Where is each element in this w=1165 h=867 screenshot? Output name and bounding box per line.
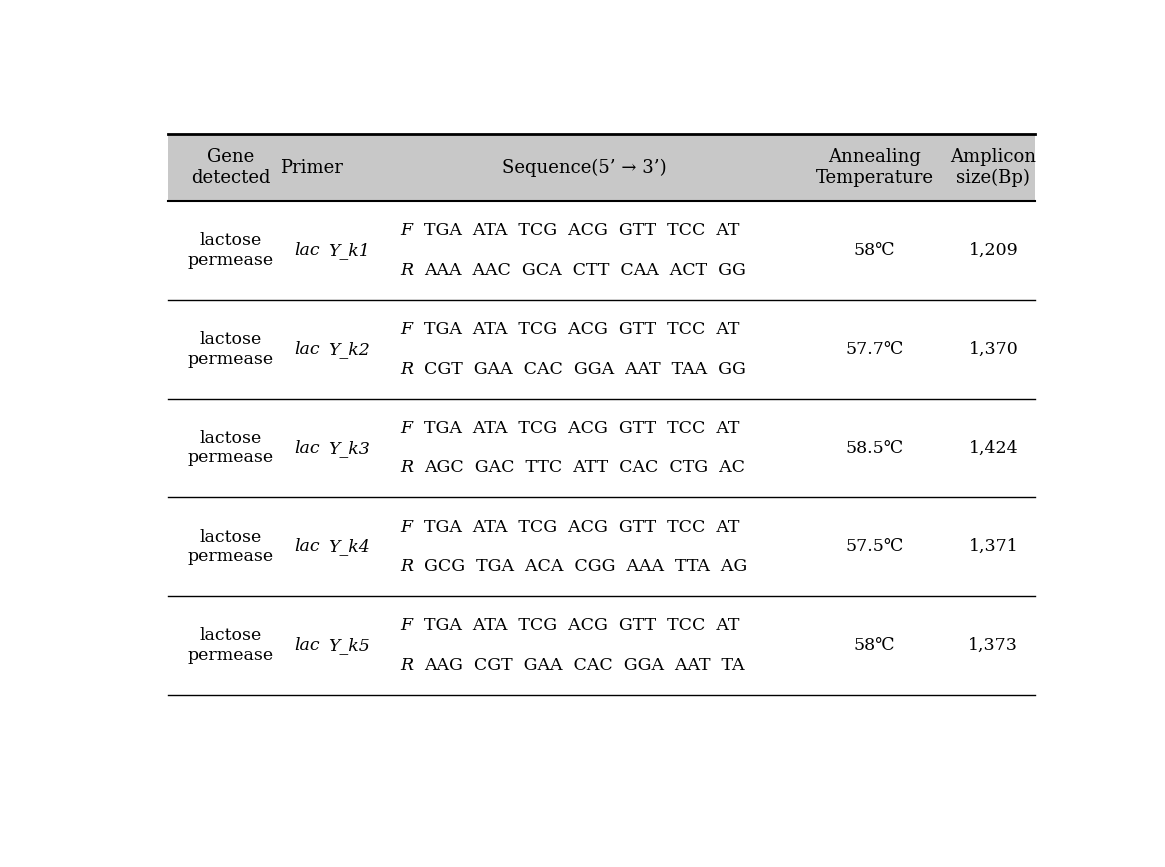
Text: AGC  GAC  TTC  ATT  CAC  CTG  AC: AGC GAC TTC ATT CAC CTG AC: [424, 460, 744, 476]
Text: TGA  ATA  TCG  ACG  GTT  TCC  AT: TGA ATA TCG ACG GTT TCC AT: [424, 518, 740, 536]
Text: R: R: [400, 262, 414, 279]
Text: lactose
permease: lactose permease: [188, 430, 274, 466]
Text: CGT  GAA  CAC  GGA  AAT  TAA  GG: CGT GAA CAC GGA AAT TAA GG: [424, 361, 746, 378]
Text: lac: lac: [295, 538, 320, 555]
Text: Y_k5: Y_k5: [329, 637, 370, 654]
Text: R: R: [400, 361, 414, 378]
Text: lac: lac: [295, 341, 320, 358]
Text: 1,370: 1,370: [968, 341, 1018, 358]
Text: Y_k2: Y_k2: [329, 341, 370, 358]
Text: TGA  ATA  TCG  ACG  GTT  TCC  AT: TGA ATA TCG ACG GTT TCC AT: [424, 420, 740, 437]
Text: AAG  CGT  GAA  CAC  GGA  AAT  TA: AAG CGT GAA CAC GGA AAT TA: [424, 656, 744, 674]
Text: 1,373: 1,373: [968, 637, 1018, 654]
Text: TGA  ATA  TCG  ACG  GTT  TCC  AT: TGA ATA TCG ACG GTT TCC AT: [424, 223, 740, 239]
Text: lactose
permease: lactose permease: [188, 529, 274, 565]
Text: Amplicon
size(Bp): Amplicon size(Bp): [951, 148, 1037, 187]
Text: Y_k4: Y_k4: [329, 538, 370, 555]
Text: F: F: [401, 420, 412, 437]
Text: F: F: [401, 518, 412, 536]
Text: Y_k1: Y_k1: [329, 242, 370, 259]
Text: 58℃: 58℃: [854, 242, 896, 259]
Text: GCG  TGA  ACA  CGG  AAA  TTA  AG: GCG TGA ACA CGG AAA TTA AG: [424, 558, 747, 575]
Text: Annealing
Temperature: Annealing Temperature: [816, 148, 933, 187]
Text: R: R: [400, 460, 414, 476]
Text: R: R: [400, 656, 414, 674]
Text: Gene
detected: Gene detected: [191, 148, 270, 187]
Text: lac: lac: [295, 242, 320, 259]
Text: lactose
permease: lactose permease: [188, 232, 274, 269]
Text: F: F: [401, 223, 412, 239]
Text: TGA  ATA  TCG  ACG  GTT  TCC  AT: TGA ATA TCG ACG GTT TCC AT: [424, 321, 740, 338]
Text: lac: lac: [295, 440, 320, 457]
Text: AAA  AAC  GCA  CTT  CAA  ACT  GG: AAA AAC GCA CTT CAA ACT GG: [424, 262, 746, 279]
Text: Sequence(5’ → 3’): Sequence(5’ → 3’): [502, 159, 666, 177]
Text: F: F: [401, 321, 412, 338]
Text: TGA  ATA  TCG  ACG  GTT  TCC  AT: TGA ATA TCG ACG GTT TCC AT: [424, 617, 740, 635]
Text: Y_k3: Y_k3: [329, 440, 370, 457]
Text: 58℃: 58℃: [854, 637, 896, 654]
Text: 1,209: 1,209: [968, 242, 1018, 259]
Text: 57.5℃: 57.5℃: [846, 538, 904, 555]
Text: 57.7℃: 57.7℃: [846, 341, 904, 358]
Text: lactose
permease: lactose permease: [188, 331, 274, 368]
Text: 58.5℃: 58.5℃: [846, 440, 904, 457]
Text: R: R: [400, 558, 414, 575]
Text: lactose
permease: lactose permease: [188, 627, 274, 664]
Text: F: F: [401, 617, 412, 635]
Text: lac: lac: [295, 637, 320, 654]
Text: 1,424: 1,424: [968, 440, 1018, 457]
Text: Primer: Primer: [280, 159, 343, 177]
Text: 1,371: 1,371: [968, 538, 1018, 555]
